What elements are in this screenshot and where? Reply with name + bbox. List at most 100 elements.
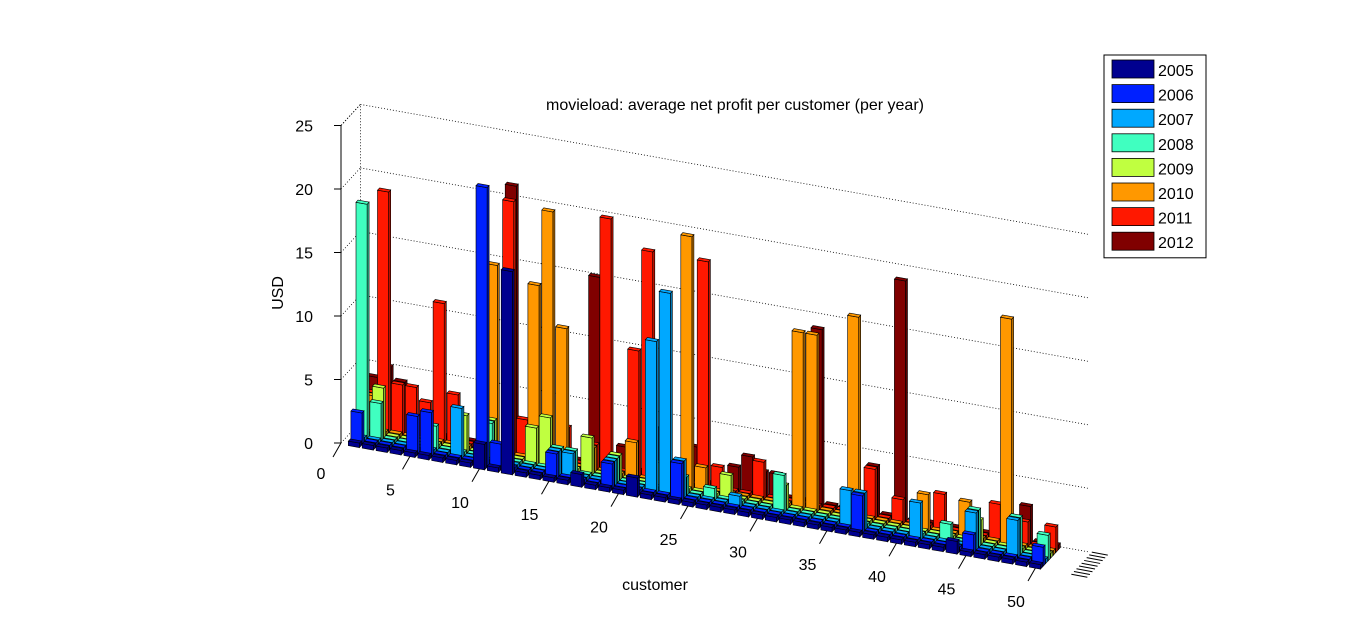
- bar-c28-2005: [722, 505, 738, 516]
- bar-c1-2006: [350, 408, 365, 446]
- x-tick-label: 15: [521, 507, 539, 524]
- legend-swatch-2006: [1111, 84, 1155, 103]
- legend-swatch-2009: [1111, 157, 1155, 177]
- bar-c6-2005: [417, 450, 432, 461]
- grid-line-z-25: [360, 104, 1089, 235]
- x-tick-mark: [749, 517, 759, 532]
- bar-c41-2005: [903, 537, 919, 548]
- bar-c5-2005: [403, 448, 418, 459]
- legend-label-2011: 2011: [1158, 211, 1193, 228]
- bar-c24-2005: [667, 495, 682, 506]
- z-tick-label: 15: [295, 246, 313, 263]
- bar-c40-2005: [889, 535, 905, 546]
- depth-tick-mark: [1081, 562, 1098, 567]
- legend-swatch-2005: [1111, 59, 1155, 79]
- bar-c10-2006: [475, 183, 490, 468]
- bar-c11-2005: [486, 463, 502, 474]
- bars-group: [347, 181, 1061, 570]
- bar-c23-2005: [653, 493, 668, 503]
- bar-c8-2005: [444, 455, 460, 466]
- bar-c3-2011: [390, 380, 406, 437]
- bar-c17-2005: [570, 470, 585, 489]
- bar-c17-2009: [580, 433, 595, 477]
- bar-c32-2010: [791, 328, 806, 512]
- depth-tick-mark: [1071, 573, 1088, 578]
- bar-c7-2005: [431, 453, 446, 464]
- bar-c35-2005: [820, 522, 835, 533]
- bar-c19-2006: [600, 459, 615, 491]
- bar-c15-2005: [542, 473, 557, 484]
- bar-c36-2010: [847, 312, 862, 522]
- z-axis-ticks: 0 5 10 15 20 25: [295, 119, 341, 453]
- bar-c5-2006: [405, 412, 421, 456]
- chart-title: movieload: average net profit per custom…: [546, 97, 924, 114]
- bar-c46-2005: [973, 550, 988, 560]
- bar-c8-2007: [450, 404, 465, 461]
- legend-swatch-2010: [1111, 182, 1155, 202]
- bar-c16-2005: [556, 475, 571, 486]
- bar-c3-2005: [375, 443, 390, 454]
- legend-label-2007: 2007: [1158, 112, 1194, 129]
- x-tick-label: 0: [317, 466, 326, 483]
- bar-c9-2005: [458, 458, 474, 469]
- legend-swatch-2011: [1111, 207, 1155, 227]
- x-tick-mark: [471, 467, 481, 483]
- side-grid-z-20: [340, 167, 361, 190]
- bar-c2-2008: [369, 399, 384, 443]
- x-tick-label: 20: [590, 520, 608, 537]
- bar-c6-2011: [432, 299, 447, 445]
- grid-line-z-10: [360, 294, 1089, 426]
- grid-line-z-20: [360, 167, 1089, 299]
- bar-c36-2005: [834, 525, 849, 536]
- x-axis-ticks: 0 5 10 15 20 25 30 35 40 45 50: [317, 442, 1108, 611]
- z-tick-label: 10: [295, 309, 313, 326]
- bar-c38-2005: [861, 530, 877, 541]
- depth-tick-mark: [1076, 568, 1093, 573]
- bar-c20-2010: [624, 438, 639, 482]
- bar-c31-2005: [764, 512, 780, 523]
- legend-label-2009: 2009: [1158, 161, 1194, 178]
- bar-c20-2005: [611, 485, 627, 496]
- x-tick-label: 10: [451, 495, 469, 512]
- bar-c4-2005: [389, 446, 404, 456]
- bar-c25-2005: [681, 498, 696, 508]
- legend-swatch-2007: [1111, 108, 1155, 128]
- x-tick-label: 30: [729, 544, 747, 561]
- bar-c48-2007: [1006, 515, 1021, 560]
- depth-tick-mark: [1084, 559, 1101, 564]
- legend-label-2006: 2006: [1158, 88, 1194, 105]
- x-tick-mark: [541, 479, 550, 495]
- x-tick-mark: [332, 442, 342, 458]
- bar-c18-2011: [599, 214, 614, 474]
- bar-c13-2005: [514, 468, 529, 479]
- bar-c39-2012: [893, 276, 909, 524]
- legend: 2005 2006 2007 2008 2009 2010 2011 2012: [1103, 54, 1207, 259]
- x-tick-label: 35: [799, 557, 817, 574]
- x-tick-mark: [680, 504, 689, 520]
- bar-c27-2005: [709, 503, 724, 513]
- bar-c45-2005: [959, 547, 974, 558]
- bar-c1-2008: [355, 199, 370, 441]
- bar-c42-2005: [917, 540, 933, 551]
- bar-c24-2006: [670, 459, 685, 503]
- x-tick-label: 45: [938, 582, 956, 599]
- bar-c14-2009: [538, 413, 554, 470]
- bar-c22-2005: [639, 490, 655, 501]
- depth-tick-mark: [1078, 565, 1096, 570]
- legend-swatch-2008: [1111, 133, 1155, 153]
- x-tick-label: 40: [868, 569, 886, 586]
- bar-c10-2005: [472, 439, 488, 471]
- bar-c43-2005: [931, 542, 946, 553]
- x-tick-label: 50: [1007, 594, 1025, 611]
- z-tick-label: 5: [304, 373, 313, 390]
- x-tick-label: 25: [660, 532, 678, 549]
- bar-c29-2005: [736, 508, 752, 518]
- depth-tick-mark: [1086, 557, 1103, 562]
- legend-label-2005: 2005: [1158, 63, 1194, 80]
- bar-c12-2005: [500, 267, 515, 476]
- depth-tick-mark: [1089, 554, 1106, 559]
- bar-c37-2006: [850, 491, 865, 535]
- bar-c34-2005: [806, 520, 821, 531]
- z-tick-label: 20: [295, 182, 313, 199]
